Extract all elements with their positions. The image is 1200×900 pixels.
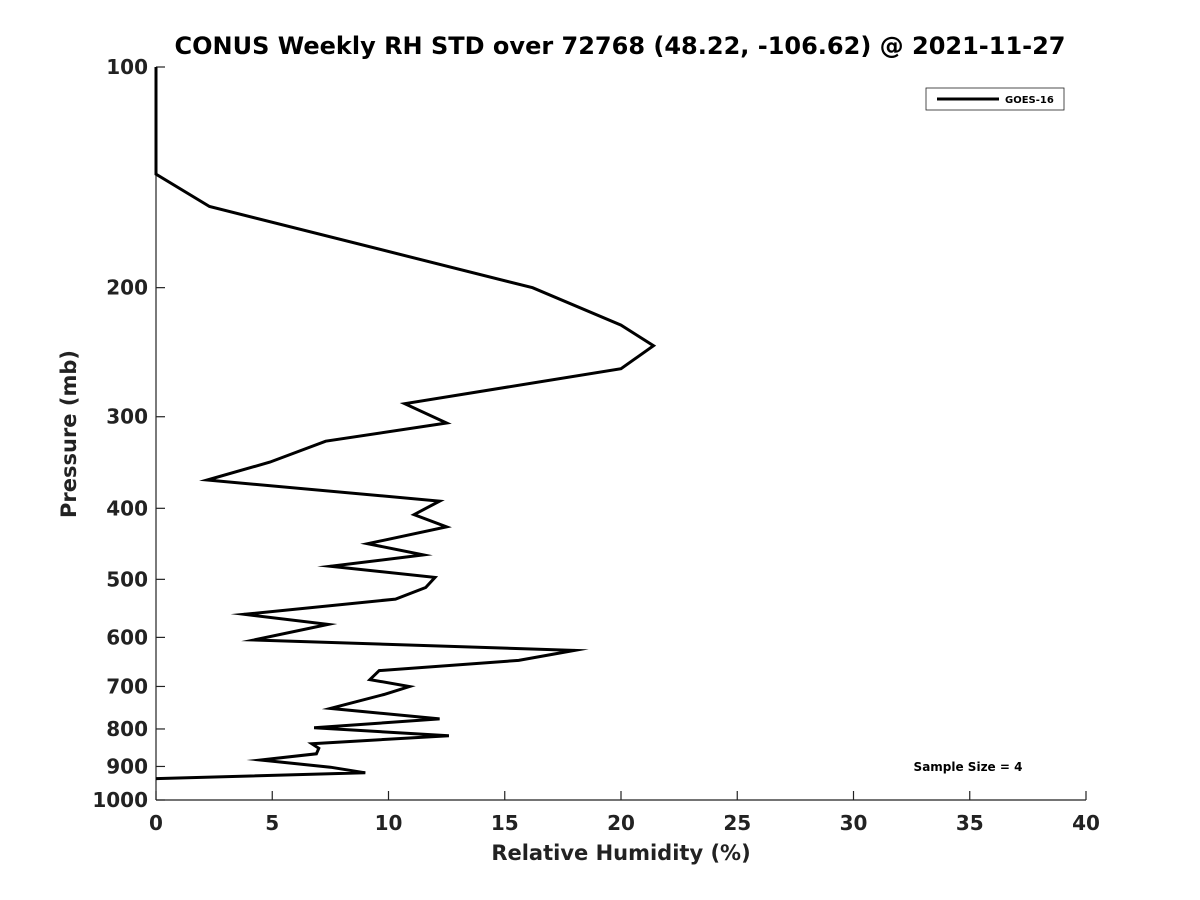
legend-label-goes-16: GOES-16 [1005,95,1054,106]
x-axis-label: Relative Humidity (%) [491,841,750,865]
x-tick-label: 15 [491,811,519,835]
x-ticks: 0 5 10 15 20 25 30 35 40 [149,791,1100,835]
y-ticks: 100 200 300 400 500 600 700 800 900 1000 [92,55,165,812]
x-tick-label: 10 [375,811,403,835]
y-tick-label: 400 [106,496,148,520]
y-tick-label: 1000 [92,788,148,812]
y-tick-label: 700 [106,674,148,698]
y-axis-label: Pressure (mb) [57,350,81,518]
x-tick-label: 40 [1072,811,1100,835]
y-tick-label: 100 [106,55,148,79]
y-tick-label: 800 [106,717,148,741]
series-layer [154,67,657,781]
y-tick-label: 300 [106,405,148,429]
axes [155,67,1086,801]
y-tick-label: 600 [106,625,148,649]
x-tick-label: 25 [723,811,751,835]
legend: GOES-16 [925,87,1065,111]
chart-title: CONUS Weekly RH STD over 72768 (48.22, -… [174,32,1065,60]
x-tick-label: 30 [840,811,868,835]
x-tick-label: 35 [956,811,984,835]
y-tick-label: 200 [106,276,148,300]
x-tick-label: 20 [607,811,635,835]
series-line-goes-16 [154,67,657,781]
x-tick-label: 5 [265,811,279,835]
x-tick-label: 0 [149,811,163,835]
y-tick-label: 500 [106,567,148,591]
sample-size-annotation: Sample Size = 4 [914,760,1023,774]
y-tick-label: 900 [106,754,148,778]
